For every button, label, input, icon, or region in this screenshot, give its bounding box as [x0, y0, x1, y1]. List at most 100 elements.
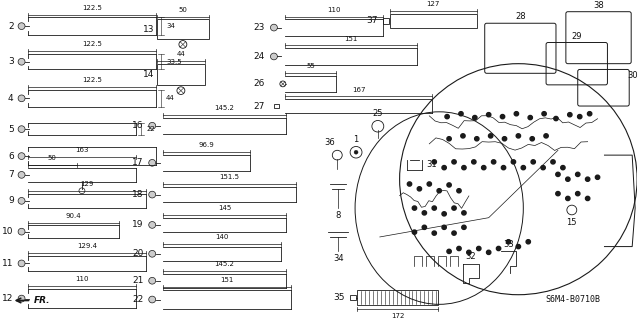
Circle shape — [568, 113, 572, 117]
Circle shape — [528, 115, 532, 120]
Text: 2: 2 — [8, 22, 13, 31]
Circle shape — [551, 160, 555, 164]
Circle shape — [452, 160, 456, 164]
Text: 36: 36 — [324, 138, 335, 147]
Text: 31: 31 — [426, 160, 437, 169]
Circle shape — [501, 166, 506, 170]
Circle shape — [442, 166, 446, 170]
Circle shape — [554, 116, 558, 121]
Text: 129.4: 129.4 — [77, 243, 97, 249]
Circle shape — [18, 172, 25, 178]
Circle shape — [407, 182, 412, 186]
Text: S6M4-B0710B: S6M4-B0710B — [545, 295, 600, 304]
Circle shape — [447, 137, 451, 141]
Circle shape — [526, 240, 531, 244]
Circle shape — [556, 191, 560, 196]
Circle shape — [148, 250, 156, 257]
Text: 15: 15 — [566, 218, 577, 227]
Bar — [350, 295, 356, 300]
Text: 8: 8 — [335, 211, 341, 220]
Text: 38: 38 — [593, 1, 604, 10]
Circle shape — [18, 58, 25, 65]
Text: 110: 110 — [327, 7, 340, 13]
Text: 55: 55 — [306, 63, 315, 70]
Text: 24: 24 — [254, 52, 265, 61]
Circle shape — [461, 225, 466, 229]
Text: 17: 17 — [132, 158, 143, 167]
Circle shape — [575, 172, 580, 176]
Circle shape — [473, 115, 477, 120]
Text: 145.2: 145.2 — [214, 261, 234, 267]
Circle shape — [18, 228, 25, 235]
Circle shape — [18, 153, 25, 160]
Text: 34: 34 — [166, 23, 175, 29]
Text: FR.: FR. — [33, 296, 50, 305]
Circle shape — [530, 137, 534, 141]
Circle shape — [481, 166, 486, 170]
Circle shape — [566, 177, 570, 181]
Text: 33: 33 — [503, 240, 514, 249]
Text: 22: 22 — [132, 295, 143, 304]
Text: 90.4: 90.4 — [65, 213, 81, 219]
Circle shape — [475, 137, 479, 141]
Text: 26: 26 — [253, 79, 265, 88]
Circle shape — [18, 95, 25, 102]
Circle shape — [18, 295, 25, 302]
Text: 1: 1 — [353, 135, 358, 144]
Text: 37: 37 — [366, 16, 378, 25]
Circle shape — [492, 160, 496, 164]
Text: 11: 11 — [2, 259, 13, 268]
Text: 25: 25 — [372, 108, 383, 118]
Circle shape — [506, 240, 511, 244]
Text: 30: 30 — [627, 71, 638, 80]
Circle shape — [412, 230, 417, 234]
Circle shape — [511, 160, 516, 164]
Text: 50: 50 — [179, 7, 188, 13]
Text: 140: 140 — [215, 234, 228, 240]
Bar — [157, 19, 209, 39]
Circle shape — [461, 166, 466, 170]
Circle shape — [566, 196, 570, 201]
Circle shape — [516, 134, 520, 138]
Text: 110: 110 — [75, 276, 89, 282]
Circle shape — [561, 166, 565, 170]
Circle shape — [541, 166, 545, 170]
Text: 20: 20 — [132, 249, 143, 258]
Circle shape — [442, 225, 446, 229]
Circle shape — [472, 160, 476, 164]
Circle shape — [148, 296, 156, 303]
Circle shape — [477, 246, 481, 251]
Circle shape — [461, 211, 466, 215]
Circle shape — [148, 191, 156, 198]
Circle shape — [412, 206, 417, 210]
Circle shape — [148, 122, 156, 129]
Circle shape — [459, 112, 463, 116]
Circle shape — [461, 134, 465, 138]
Bar — [357, 290, 438, 305]
Text: 122.5: 122.5 — [82, 77, 102, 83]
Text: 32: 32 — [465, 252, 476, 261]
Circle shape — [432, 231, 436, 235]
Bar — [157, 64, 205, 85]
Circle shape — [432, 160, 436, 164]
Text: 3: 3 — [8, 57, 13, 66]
Text: 163: 163 — [75, 147, 89, 153]
Text: 18: 18 — [132, 190, 143, 199]
Circle shape — [457, 189, 461, 193]
Bar — [275, 104, 280, 108]
Circle shape — [271, 24, 277, 31]
Circle shape — [452, 206, 456, 210]
Text: 16: 16 — [132, 121, 143, 130]
Text: 145: 145 — [218, 205, 231, 211]
Text: 122.5: 122.5 — [82, 5, 102, 11]
Circle shape — [467, 250, 471, 255]
Text: 29: 29 — [572, 32, 582, 41]
Circle shape — [18, 23, 25, 29]
Text: 127: 127 — [427, 1, 440, 7]
Text: 172: 172 — [391, 313, 404, 319]
Text: 13: 13 — [143, 25, 154, 33]
Circle shape — [422, 211, 426, 215]
Circle shape — [148, 222, 156, 228]
Circle shape — [595, 175, 600, 179]
Text: 96.9: 96.9 — [199, 142, 214, 148]
